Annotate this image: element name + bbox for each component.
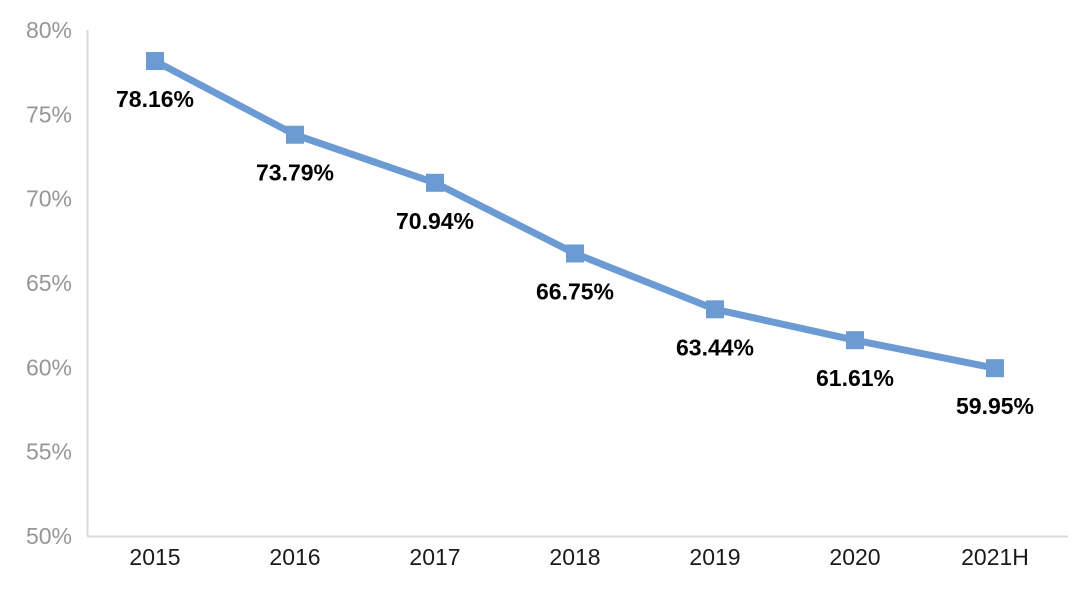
data-point-marker bbox=[286, 125, 304, 144]
data-point-marker bbox=[986, 359, 1004, 378]
data-point-marker bbox=[146, 52, 164, 71]
x-axis-tick-label: 2020 bbox=[829, 544, 880, 570]
y-axis-tick-label: 80% bbox=[26, 17, 72, 43]
data-point-marker bbox=[846, 331, 864, 350]
x-axis-tick-label: 2016 bbox=[269, 544, 320, 570]
y-axis-tick-label: 70% bbox=[26, 186, 72, 212]
data-point-marker bbox=[706, 300, 724, 319]
series-line bbox=[153, 57, 996, 372]
y-axis-tick-label: 55% bbox=[26, 439, 72, 465]
data-point-label: 70.94% bbox=[396, 208, 474, 234]
data-point-label: 61.61% bbox=[816, 365, 894, 391]
data-point-label: 73.79% bbox=[256, 160, 334, 186]
x-axis-tick-label: 2015 bbox=[129, 544, 180, 570]
data-point-marker bbox=[426, 173, 444, 192]
x-axis-tick-label: 2017 bbox=[409, 544, 460, 570]
data-point-label: 59.95% bbox=[956, 393, 1034, 419]
y-axis-tick-label: 65% bbox=[26, 270, 72, 296]
data-point-label: 63.44% bbox=[676, 334, 754, 360]
x-axis-tick-label: 2021H bbox=[961, 544, 1029, 570]
y-axis-tick-label: 75% bbox=[26, 101, 72, 127]
data-point-marker bbox=[566, 244, 584, 263]
y-axis-tick-label: 60% bbox=[26, 354, 72, 380]
data-point-label: 78.16% bbox=[116, 86, 194, 112]
x-axis-tick-label: 2019 bbox=[689, 544, 740, 570]
y-axis-tick-label: 50% bbox=[26, 523, 72, 549]
x-axis-tick-label: 2018 bbox=[549, 544, 600, 570]
data-point-label: 66.75% bbox=[536, 278, 614, 304]
